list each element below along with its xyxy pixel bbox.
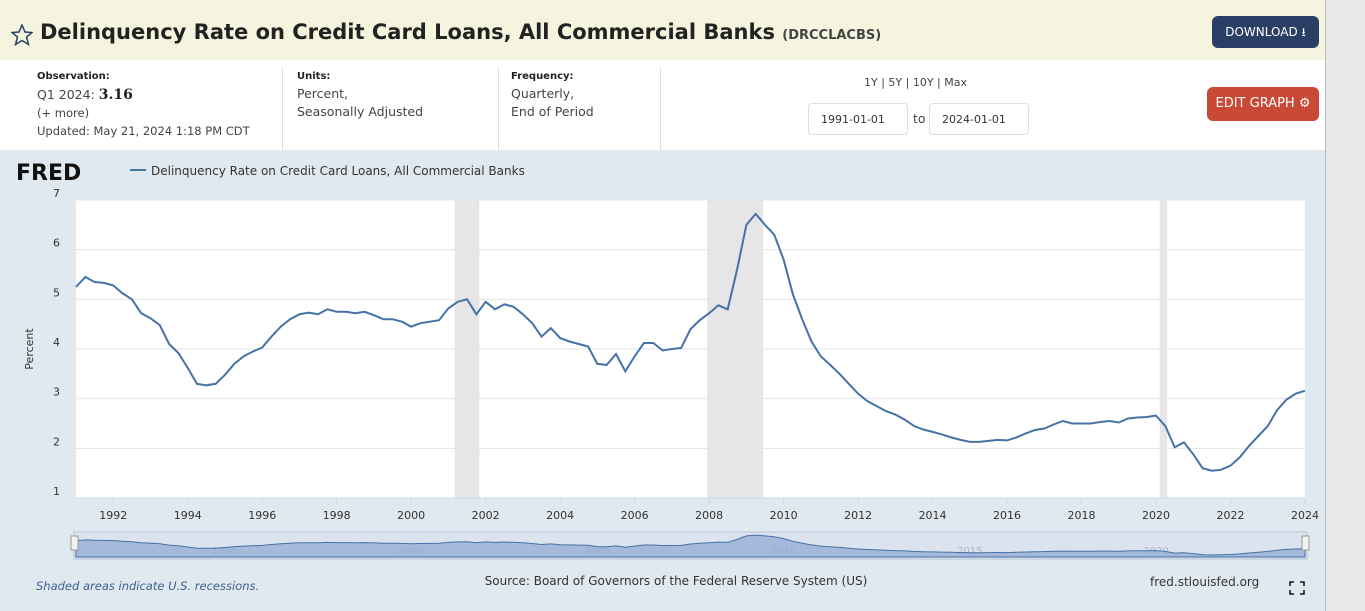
x-tick-label: 2000 bbox=[397, 509, 425, 522]
download-button[interactable]: DOWNLOAD ⭳ bbox=[1212, 16, 1319, 48]
x-tick-label: 2006 bbox=[621, 509, 649, 522]
x-tick-label: 2002 bbox=[472, 509, 500, 522]
title: Delinquency Rate on Credit Card Loans, A… bbox=[40, 20, 882, 44]
to: to bbox=[913, 111, 926, 126]
series-line bbox=[75, 212, 1306, 472]
x-tick-label: 2008 bbox=[695, 509, 723, 522]
x-tick-label: 1996 bbox=[248, 509, 276, 522]
x-tick-label: 2022 bbox=[1217, 509, 1245, 522]
navigator-area bbox=[75, 534, 1306, 558]
site: fred.stlouisfed.org bbox=[1150, 575, 1259, 589]
start-date[interactable]: 1991-01-01 bbox=[808, 103, 908, 135]
label: Frequency: bbox=[511, 71, 574, 82]
observation: Q1 2024: 3.16 bbox=[37, 87, 133, 103]
x-tick-label: 2018 bbox=[1068, 509, 1096, 522]
updated: Updated: May 21, 2024 1:18 PM CDT bbox=[37, 124, 250, 138]
x-tick-label: 2012 bbox=[844, 509, 872, 522]
scrollbar-area bbox=[1325, 0, 1365, 611]
x-tick-label: 1998 bbox=[323, 509, 351, 522]
label: Observation: bbox=[37, 71, 110, 82]
favorite-star[interactable] bbox=[11, 24, 33, 46]
x-tick-label: 1994 bbox=[174, 509, 202, 522]
y-tick-label: 2 bbox=[53, 435, 60, 448]
frequency: Quarterly, bbox=[511, 86, 575, 101]
recession-note: Shaded areas indicate U.S. recessions. bbox=[36, 579, 259, 593]
more-link[interactable]: (+ more) bbox=[37, 106, 90, 120]
y-tick-label: 3 bbox=[53, 386, 60, 399]
y-tick-label: 1 bbox=[53, 485, 60, 498]
y-tick-label: 4 bbox=[53, 336, 60, 349]
range-links[interactable]: 1Y | 5Y | 10Y | Max bbox=[864, 76, 967, 89]
x-tick-label: 1992 bbox=[99, 509, 127, 522]
units: Percent, bbox=[297, 86, 349, 101]
edit-graph-button[interactable]: EDIT GRAPH ⚙ bbox=[1207, 87, 1319, 121]
y-tick-label: 7 bbox=[53, 187, 60, 200]
x-tick-label: 2020 bbox=[1142, 509, 1170, 522]
header bbox=[0, 0, 1325, 60]
source: Source: Board of Governors of the Federa… bbox=[485, 574, 868, 588]
y-tick-label: 6 bbox=[53, 237, 60, 250]
x-tick-label: 2010 bbox=[770, 509, 798, 522]
x-tick-label: 2004 bbox=[546, 509, 574, 522]
navigator-tick-label: 2015 bbox=[957, 546, 982, 557]
x-tick-label: 2016 bbox=[993, 509, 1021, 522]
units: Seasonally Adjusted bbox=[297, 104, 424, 119]
y-tick-label: 5 bbox=[53, 286, 60, 299]
navigator-handle[interactable] bbox=[70, 535, 79, 551]
y-axis-label: Percent bbox=[23, 328, 36, 370]
frequency: End of Period bbox=[511, 104, 594, 119]
end-date[interactable]: 2024-01-01 bbox=[929, 103, 1029, 135]
chart: FRED Shaded areas indicate U.S. recessio… bbox=[16, 161, 1319, 595]
legend-label: Delinquency Rate on Credit Card Loans, A… bbox=[151, 164, 525, 178]
x-tick-label: 2024 bbox=[1291, 509, 1319, 522]
fullscreen-icon[interactable] bbox=[1289, 581, 1305, 595]
x-tick-label: 2014 bbox=[919, 509, 947, 522]
label: Units: bbox=[297, 71, 331, 82]
logo: FRED bbox=[16, 161, 81, 186]
navigator-handle[interactable] bbox=[1301, 535, 1310, 551]
